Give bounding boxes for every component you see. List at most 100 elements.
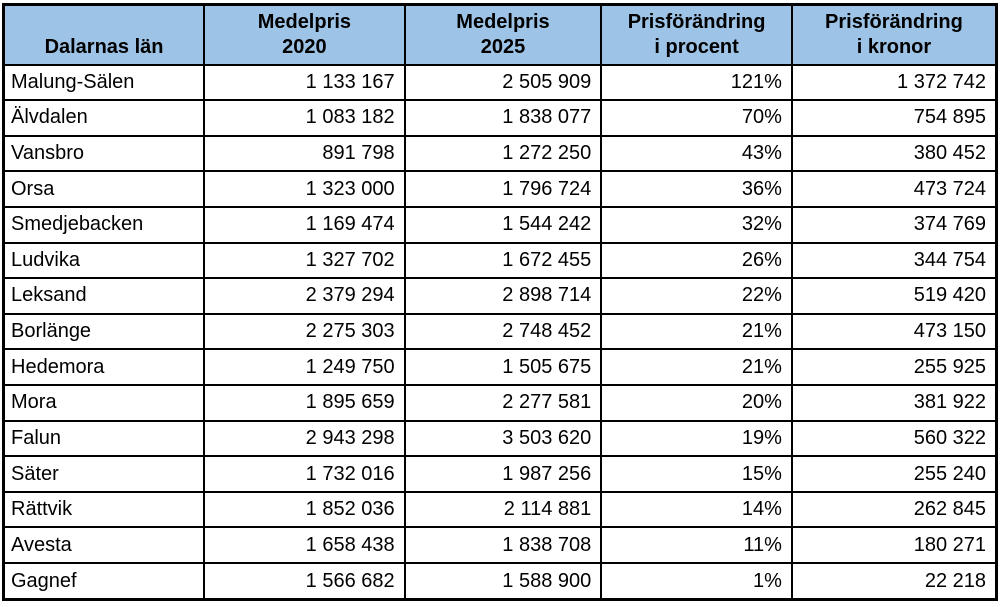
prisforandring-procent-cell: 20%: [600, 383, 793, 422]
prisforandring-procent-cell: 32%: [600, 205, 793, 244]
table-row: Älvdalen 1 083 182 1 838 077 70% 754 895: [2, 99, 998, 137]
medelpris-2025-cell: 1 987 256: [403, 455, 603, 493]
table-row: Hedemora 1 249 750 1 505 675 21% 255 925: [2, 348, 998, 386]
table-header: Dalarnas län Medelpris 2020 Medelpris 20…: [2, 3, 998, 66]
prisforandring-kronor-cell: 262 845: [790, 490, 998, 529]
table-row: Orsa 1 323 000 1 796 724 36% 473 724: [2, 170, 998, 208]
table-row: Avesta 1 658 438 1 838 708 11% 180 271: [2, 526, 998, 565]
municipality-cell: Vansbro: [2, 134, 206, 173]
prisforandring-procent-cell: 43%: [600, 134, 793, 173]
municipality-cell: Borlänge: [2, 312, 206, 351]
municipality-cell: Leksand: [2, 277, 206, 315]
medelpris-2025-cell: 2 898 714: [403, 277, 603, 315]
prisforandring-procent-cell: 121%: [600, 63, 793, 102]
medelpris-2020-cell: 1 852 036: [203, 490, 406, 529]
municipality-cell: Avesta: [2, 526, 206, 565]
prisforandring-kronor-cell: 473 724: [790, 170, 998, 208]
municipality-cell: Hedemora: [2, 348, 206, 386]
header-region-label: Dalarnas län: [44, 35, 164, 58]
medelpris-2025-cell: 3 503 620: [403, 419, 603, 458]
medelpris-2025-cell: 1 588 900: [403, 562, 603, 601]
medelpris-2020-cell: 2 943 298: [203, 419, 406, 458]
medelpris-2020-cell: 1 327 702: [203, 241, 406, 280]
medelpris-2025-cell: 1 838 077: [403, 99, 603, 137]
table-row: Falun 2 943 298 3 503 620 19% 560 322: [2, 419, 998, 458]
header-prisforandring-procent: Prisförändring i procent: [600, 3, 793, 66]
municipality-cell: Rättvik: [2, 490, 206, 529]
medelpris-2025-cell: 1 544 242: [403, 205, 603, 244]
medelpris-2025-cell: 1 672 455: [403, 241, 603, 280]
medelpris-2025-cell: 2 505 909: [403, 63, 603, 102]
table-body: Malung-Sälen 1 133 167 2 505 909 121% 1 …: [2, 63, 998, 601]
price-table: Dalarnas län Medelpris 2020 Medelpris 20…: [2, 3, 998, 601]
medelpris-2020-cell: 1 732 016: [203, 455, 406, 493]
prisforandring-procent-cell: 36%: [600, 170, 793, 208]
prisforandring-kronor-cell: 560 322: [790, 419, 998, 458]
prisforandring-procent-cell: 19%: [600, 419, 793, 458]
municipality-cell: Malung-Sälen: [2, 63, 206, 102]
table-row: Malung-Sälen 1 133 167 2 505 909 121% 1 …: [2, 63, 998, 102]
prisforandring-kronor-cell: 374 769: [790, 205, 998, 244]
table-row: Smedjebacken 1 169 474 1 544 242 32% 374…: [2, 205, 998, 244]
prisforandring-kronor-cell: 381 922: [790, 383, 998, 422]
prisforandring-kronor-cell: 255 925: [790, 348, 998, 386]
municipality-cell: Mora: [2, 383, 206, 422]
prisforandring-procent-cell: 70%: [600, 99, 793, 137]
header-medelpris-2020: Medelpris 2020: [203, 3, 406, 66]
medelpris-2020-cell: 2 275 303: [203, 312, 406, 351]
medelpris-2020-cell: 1 895 659: [203, 383, 406, 422]
prisforandring-procent-cell: 22%: [600, 277, 793, 315]
municipality-cell: Falun: [2, 419, 206, 458]
prisforandring-kronor-cell: 473 150: [790, 312, 998, 351]
prisforandring-kronor-cell: 255 240: [790, 455, 998, 493]
prisforandring-kronor-cell: 1 372 742: [790, 63, 998, 102]
medelpris-2020-cell: 891 798: [203, 134, 406, 173]
table-row: Vansbro 891 798 1 272 250 43% 380 452: [2, 134, 998, 173]
header-row: Dalarnas län Medelpris 2020 Medelpris 20…: [2, 3, 998, 66]
medelpris-2020-cell: 2 379 294: [203, 277, 406, 315]
prisforandring-procent-cell: 21%: [600, 348, 793, 386]
municipality-cell: Ludvika: [2, 241, 206, 280]
medelpris-2025-cell: 2 277 581: [403, 383, 603, 422]
table-row: Rättvik 1 852 036 2 114 881 14% 262 845: [2, 490, 998, 529]
medelpris-2025-cell: 2 114 881: [403, 490, 603, 529]
medelpris-2020-cell: 1 658 438: [203, 526, 406, 565]
medelpris-2020-cell: 1 133 167: [203, 63, 406, 102]
prisforandring-kronor-cell: 180 271: [790, 526, 998, 565]
prisforandring-procent-cell: 1%: [600, 562, 793, 601]
medelpris-2025-cell: 1 838 708: [403, 526, 603, 565]
medelpris-2020-cell: 1 083 182: [203, 99, 406, 137]
prisforandring-procent-cell: 15%: [600, 455, 793, 493]
table-row: Borlänge 2 275 303 2 748 452 21% 473 150: [2, 312, 998, 351]
prisforandring-kronor-cell: 519 420: [790, 277, 998, 315]
medelpris-2025-cell: 1 505 675: [403, 348, 603, 386]
municipality-cell: Smedjebacken: [2, 205, 206, 244]
prisforandring-kronor-cell: 380 452: [790, 134, 998, 173]
municipality-cell: Älvdalen: [2, 99, 206, 137]
prisforandring-kronor-cell: 344 754: [790, 241, 998, 280]
medelpris-2025-cell: 2 748 452: [403, 312, 603, 351]
table-row: Mora 1 895 659 2 277 581 20% 381 922: [2, 383, 998, 422]
prisforandring-procent-cell: 26%: [600, 241, 793, 280]
prisforandring-kronor-cell: 754 895: [790, 99, 998, 137]
medelpris-2025-cell: 1 796 724: [403, 170, 603, 208]
municipality-cell: Säter: [2, 455, 206, 493]
header-region: Dalarnas län: [2, 3, 206, 66]
medelpris-2020-cell: 1 566 682: [203, 562, 406, 601]
table-row: Gagnef 1 566 682 1 588 900 1% 22 218: [2, 562, 998, 601]
header-prisforandring-kronor: Prisförändring i kronor: [790, 3, 998, 66]
medelpris-2020-cell: 1 249 750: [203, 348, 406, 386]
prisforandring-procent-cell: 21%: [600, 312, 793, 351]
table-row: Säter 1 732 016 1 987 256 15% 255 240: [2, 455, 998, 493]
prisforandring-kronor-cell: 22 218: [790, 562, 998, 601]
medelpris-2020-cell: 1 169 474: [203, 205, 406, 244]
header-medelpris-2025: Medelpris 2025: [403, 3, 603, 66]
municipality-cell: Gagnef: [2, 562, 206, 601]
prisforandring-procent-cell: 11%: [600, 526, 793, 565]
table-row: Leksand 2 379 294 2 898 714 22% 519 420: [2, 277, 998, 315]
medelpris-2025-cell: 1 272 250: [403, 134, 603, 173]
medelpris-2020-cell: 1 323 000: [203, 170, 406, 208]
prisforandring-procent-cell: 14%: [600, 490, 793, 529]
table-row: Ludvika 1 327 702 1 672 455 26% 344 754: [2, 241, 998, 280]
